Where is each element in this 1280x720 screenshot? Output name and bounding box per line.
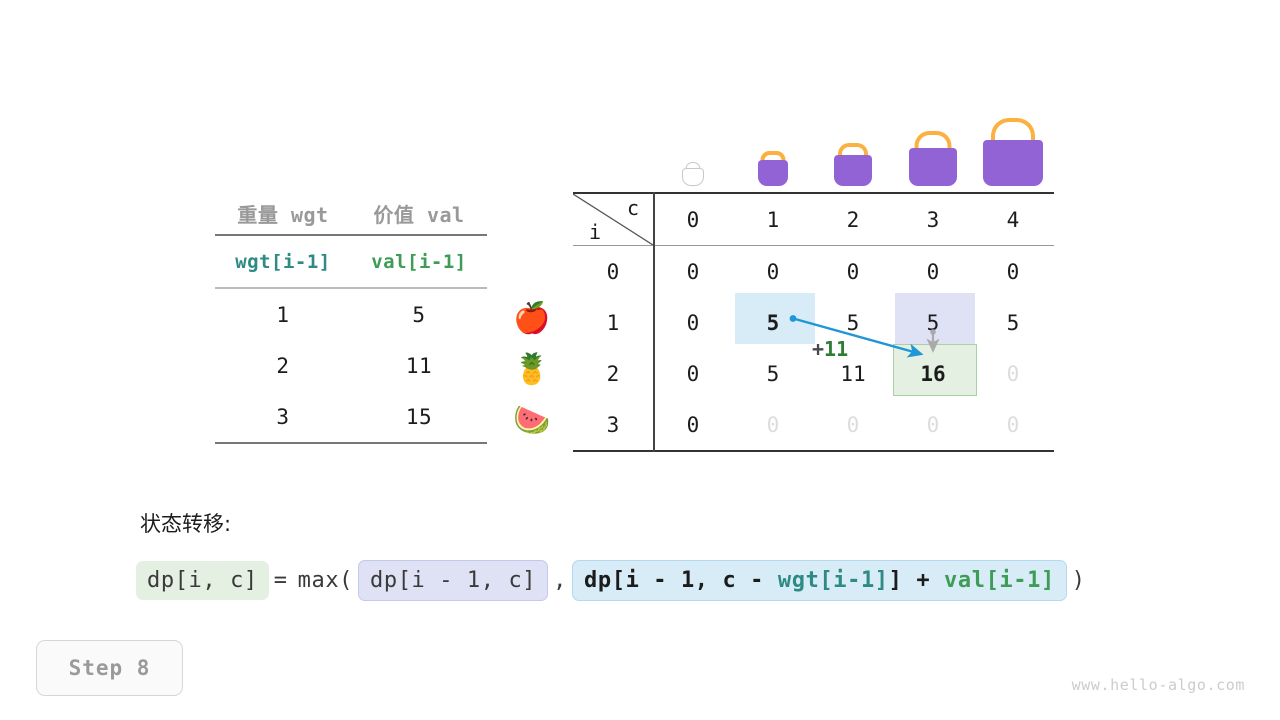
items-table-header-row: 重量 wgt 价值 val (215, 192, 487, 234)
bag-capacity-1 (733, 151, 813, 190)
dp-cell-3-1: 0 (766, 412, 780, 437)
dp-row-header-2: 2 (606, 361, 620, 386)
dp-col-header-0: 0 (686, 207, 700, 232)
item-value-2: 11 (405, 353, 433, 378)
item-icon-column: 🍎 🍍 🍉 (508, 293, 556, 446)
step-badge: Step 8 (36, 640, 183, 696)
dp-axis-label-c: c (626, 196, 639, 220)
formula-comma: , (553, 568, 568, 593)
formula-option-take: dp[i - 1, c - wgt[i-1]] + val[i-1] (572, 560, 1067, 601)
items-table-rule-mid (215, 287, 487, 289)
dp-table-rule-top (573, 192, 1054, 194)
formula-close-paren: ) (1071, 568, 1086, 593)
dp-cell-1-4: 5 (1006, 310, 1020, 335)
dp-table-header-row: c i 0 1 2 3 4 (573, 194, 1054, 245)
items-header-weight: 重量 wgt (237, 202, 329, 227)
bag-capacity-3 (893, 131, 973, 190)
dp-table-vertical-divider (653, 192, 655, 452)
apple-emoji: 🍎 (513, 301, 551, 336)
dp-table: c i 0 1 2 3 4 0 0 0 0 0 0 1 (573, 192, 1054, 452)
dp-cell-0-3: 0 (926, 259, 940, 284)
bag-capacity-4 (973, 118, 1053, 190)
dp-cell-2-3: 16 (920, 361, 946, 386)
dp-cell-0-0: 0 (686, 259, 700, 284)
formula-take-prefix: dp[i - 1, c - (584, 568, 778, 593)
dp-cell-0-4: 0 (1006, 259, 1020, 284)
items-table-rule-bottom (215, 442, 487, 444)
dp-table-row: 3 0 0 0 0 0 (573, 399, 1054, 450)
dp-col-header-2: 2 (846, 207, 860, 232)
formula-take-mid: ] + (888, 568, 945, 593)
bag-capacity-0 (653, 162, 733, 190)
dp-cell-2-4: 0 (1006, 361, 1020, 386)
plus-sign: + (812, 337, 825, 361)
transition-label: 状态转移: (140, 512, 232, 536)
added-value: 11 (824, 337, 849, 361)
formula-take-val: val[i-1] (944, 568, 1055, 593)
pineapple-emoji: 🍍 (513, 352, 551, 387)
dp-cell-1-2: 5 (846, 310, 860, 335)
dp-cell-3-2: 0 (846, 412, 860, 437)
formula-equals: = (273, 568, 288, 593)
watermelon-emoji: 🍉 (513, 403, 551, 438)
bag-capacity-2 (813, 143, 893, 190)
items-header-value: 价值 val (373, 202, 465, 227)
item-weight-3: 3 (276, 404, 290, 429)
item-weight-1: 1 (276, 302, 290, 327)
dp-cell-3-0: 0 (686, 412, 700, 437)
items-table-row: 3 15 (215, 391, 487, 442)
dp-cell-1-0: 0 (686, 310, 700, 335)
dp-table-rule-bottom (573, 450, 1054, 452)
transition-formula: dp[i, c] = max( dp[i - 1, c] , dp[i - 1,… (136, 560, 1091, 601)
dp-row-header-0: 0 (606, 259, 620, 284)
items-subheader-wgt: wgt[i-1] (235, 250, 331, 273)
items-table-row: 2 11 (215, 340, 487, 391)
watermark: www.hello-algo.com (1071, 676, 1245, 694)
dp-table-rule-mid (573, 245, 1054, 246)
formula-take-wgt: wgt[i-1] (777, 568, 889, 593)
dp-cell-1-3: 5 (926, 310, 940, 335)
value-added-annotation: +11 (812, 337, 848, 361)
dp-grid: c i 0 1 2 3 4 0 0 0 0 0 0 1 (573, 192, 1054, 452)
bag-capacity-row (653, 118, 1053, 190)
dp-cell-2-2: 11 (840, 361, 866, 386)
dp-row-header-1: 1 (606, 310, 620, 335)
item-value-1: 5 (412, 302, 426, 327)
dp-cell-1-1: 5 (766, 310, 780, 335)
items-subheader-val: val[i-1] (371, 250, 467, 273)
formula-target: dp[i, c] (136, 561, 269, 600)
diagonal-divider-icon (573, 194, 653, 245)
dp-col-header-3: 3 (926, 207, 940, 232)
items-table-subheader-row: wgt[i-1] val[i-1] (215, 236, 487, 287)
dp-cell-0-2: 0 (846, 259, 860, 284)
dp-row-header-3: 3 (606, 412, 620, 437)
dp-cell-3-3: 0 (926, 412, 940, 437)
formula-option-skip: dp[i - 1, c] (358, 560, 549, 601)
items-table: 重量 wgt 价值 val wgt[i-1] val[i-1] 1 5 2 11… (215, 192, 487, 444)
item-value-3: 15 (405, 404, 433, 429)
dp-cell-2-0: 0 (686, 361, 700, 386)
formula-max-open: max( (297, 568, 354, 593)
dp-cell-3-4: 0 (1006, 412, 1020, 437)
dp-axis-label-i: i (589, 220, 602, 244)
dp-corner-cell: c i (573, 194, 653, 245)
items-table-row: 1 5 (215, 289, 487, 340)
dp-cell-0-1: 0 (766, 259, 780, 284)
dp-col-header-4: 4 (1006, 207, 1020, 232)
items-table-rule-top (215, 234, 487, 236)
item-weight-2: 2 (276, 353, 290, 378)
dp-table-row: 0 0 0 0 0 0 (573, 246, 1054, 297)
dp-col-header-1: 1 (766, 207, 780, 232)
dp-cell-2-1: 5 (766, 361, 780, 386)
